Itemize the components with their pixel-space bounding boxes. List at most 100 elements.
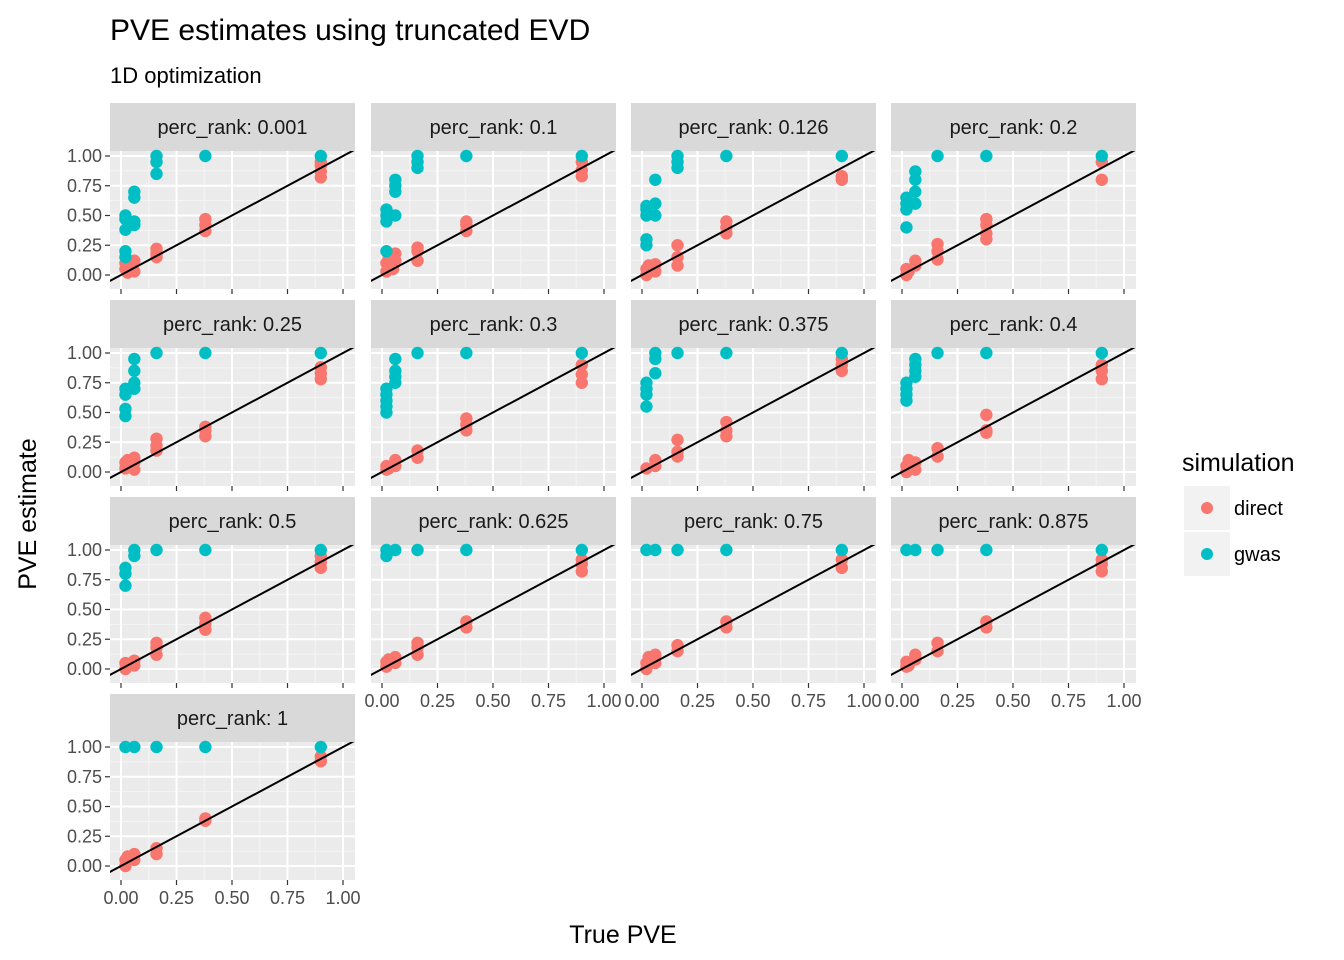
y-tick-label: 0.00 — [67, 856, 102, 876]
point-gwas — [314, 346, 327, 360]
point-direct — [1095, 173, 1109, 186]
chart-title: PVE estimates using truncated EVD — [110, 14, 590, 47]
reference-line — [891, 545, 1136, 677]
y-tick-label: 0.50 — [67, 797, 102, 817]
x-tick-label: 0.25 — [680, 691, 715, 711]
y-tick-label: 0.25 — [67, 432, 102, 452]
point-gwas — [649, 209, 662, 222]
point-direct — [931, 237, 944, 251]
facet-strip-label: perc_rank: 0.126 — [678, 117, 828, 139]
point-gwas — [835, 149, 848, 163]
point-gwas — [720, 149, 733, 163]
facet-strip — [371, 300, 616, 348]
x-tick-label: 0.00 — [884, 691, 919, 711]
point-gwas — [119, 382, 132, 395]
point-gwas — [640, 376, 653, 389]
point-gwas — [380, 245, 393, 258]
point-gwas — [900, 191, 913, 204]
point-gwas — [199, 149, 212, 163]
reference-line — [631, 348, 876, 480]
x-tick-label: 0.50 — [735, 691, 770, 711]
facet-strip-label: perc_rank: 0.25 — [163, 314, 302, 336]
point-gwas — [314, 543, 327, 557]
facet-strip — [631, 497, 876, 545]
point-gwas — [119, 402, 132, 416]
point-gwas — [380, 203, 393, 216]
y-tick-label: 1.00 — [67, 540, 102, 560]
facet-panel: perc_rank: 0.1 — [371, 103, 616, 294]
x-tick-label: 0.50 — [475, 691, 510, 711]
x-tick-label: 1.00 — [846, 691, 881, 711]
point-gwas — [199, 543, 212, 557]
legend-title: simulation — [1182, 449, 1295, 477]
point-direct — [128, 451, 141, 464]
point-gwas — [835, 346, 848, 360]
point-direct — [460, 215, 473, 228]
point-gwas — [909, 185, 922, 198]
x-tick-label: 1.00 — [1106, 691, 1141, 711]
point-gwas — [380, 215, 393, 228]
x-tick-label: 0.75 — [270, 888, 305, 908]
point-gwas — [389, 209, 402, 222]
facet-strip — [891, 300, 1136, 348]
y-tick-label: 0.75 — [67, 373, 102, 393]
point-direct — [931, 636, 944, 650]
point-direct — [649, 258, 662, 271]
facet-strip-label: perc_rank: 0.5 — [169, 511, 297, 533]
facet-strip-label: perc_rank: 0.625 — [418, 511, 568, 533]
facet-panel: perc_rank: 0.75 0.00 0.25 0.50 0.75 1.00 — [624, 497, 882, 711]
facet-strip-label: perc_rank: 0.1 — [430, 117, 558, 139]
facet-strip-label: perc_rank: 0.375 — [678, 314, 828, 336]
legend-label-gwas: gwas — [1234, 544, 1281, 566]
point-gwas — [931, 346, 944, 360]
reference-line — [371, 151, 616, 283]
facet-panels: perc_rank: 0.001 0.00 0.25 0.50 0.75 1.00 perc… — [67, 103, 1142, 908]
point-gwas — [314, 149, 327, 163]
point-gwas — [909, 352, 922, 366]
point-direct — [411, 636, 424, 650]
y-tick-label: 0.75 — [67, 570, 102, 590]
reference-line — [371, 348, 616, 480]
y-tick-label: 1.00 — [67, 146, 102, 166]
x-tick-label: 0.75 — [791, 691, 826, 711]
point-gwas — [128, 376, 141, 389]
point-direct — [128, 265, 141, 278]
point-direct — [980, 424, 993, 437]
y-tick-label: 0.00 — [67, 462, 102, 482]
point-gwas — [980, 543, 993, 557]
reference-line — [631, 545, 876, 677]
point-gwas — [980, 346, 993, 360]
x-tick-label: 0.50 — [214, 888, 249, 908]
point-gwas — [980, 149, 993, 163]
reference-line — [110, 348, 355, 480]
point-gwas — [199, 740, 212, 754]
facet-strip — [110, 103, 355, 151]
reference-line — [631, 151, 876, 283]
x-tick-label: 0.25 — [159, 888, 194, 908]
point-gwas — [1095, 543, 1109, 557]
point-gwas — [931, 543, 944, 557]
y-axis-title: PVE estimate — [14, 438, 42, 589]
reference-line — [110, 545, 355, 677]
facet-panel: perc_rank: 0.2 — [891, 103, 1136, 294]
facet-strip-label: perc_rank: 0.001 — [157, 117, 307, 139]
point-gwas — [909, 165, 922, 178]
point-gwas — [649, 346, 662, 360]
point-gwas — [128, 364, 141, 378]
point-direct — [575, 368, 588, 381]
y-tick-label: 0.75 — [67, 176, 102, 196]
point-gwas — [640, 233, 653, 246]
point-gwas — [640, 543, 653, 557]
point-gwas — [671, 543, 684, 557]
point-direct — [460, 412, 473, 425]
chart-subtitle: 1D optimization — [110, 63, 262, 88]
x-tick-label: 0.00 — [364, 691, 399, 711]
reference-line — [891, 151, 1136, 283]
point-gwas — [649, 543, 662, 557]
point-gwas — [909, 543, 922, 557]
reference-line — [371, 545, 616, 677]
facet-panel: perc_rank: 0.25 0.00 0.25 0.50 0.75 1.00 — [67, 300, 355, 491]
y-tick-label: 0.50 — [67, 206, 102, 226]
y-tick-label: 0.50 — [67, 403, 102, 423]
facet-panel: perc_rank: 0.3 — [371, 300, 616, 491]
